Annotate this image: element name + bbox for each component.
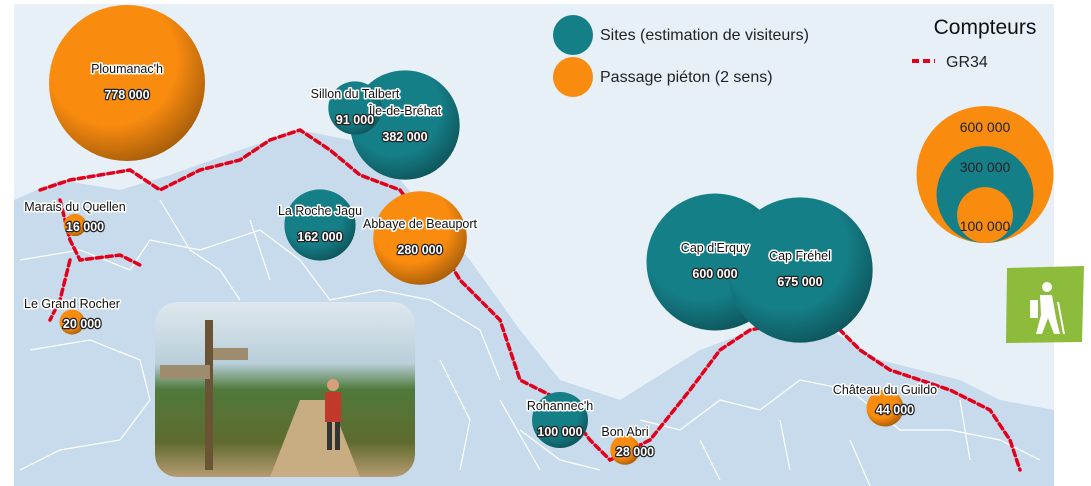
site-shade: [727, 197, 872, 342]
site-value: 100 000: [537, 425, 582, 439]
site-value: 600 000: [692, 267, 737, 281]
site-value: 20 000: [63, 317, 101, 331]
site-shade: [49, 5, 205, 161]
site-name: Cap d'Erquy: [681, 241, 750, 255]
site-name: Abbaye de Beauport: [363, 217, 478, 231]
site-shade: [373, 191, 467, 285]
hiker-icon: [1006, 266, 1084, 343]
site-value: 16 000: [66, 220, 104, 234]
site-name: Bon Abri: [601, 425, 648, 439]
site-name: Rohannec'h: [527, 399, 593, 413]
legend-pedestrian-symbol: [553, 57, 593, 97]
legend-title: Compteurs: [934, 16, 1037, 39]
site-value: 382 000: [382, 130, 427, 144]
site-name: Île-de-Bréhat: [368, 103, 442, 118]
site-name: La Roche Jagu: [278, 204, 362, 218]
site-value: 44 000: [876, 403, 914, 417]
legend-sites: Sites (estimation de visiteurs): [600, 27, 809, 44]
site-name: Le Grand Rocher: [24, 297, 120, 311]
site-name: Cap Fréhel: [769, 249, 831, 263]
size-legend-label: 100 000: [960, 218, 1011, 234]
site-name: Sillon du Talbert: [311, 87, 400, 101]
site-value: 280 000: [397, 243, 442, 257]
site-value: 28 000: [616, 445, 654, 459]
legend-site-symbol: [553, 15, 593, 55]
size-legend-label: 600 000: [960, 119, 1011, 135]
photo: [155, 302, 415, 477]
site-value: 675 000: [777, 275, 822, 289]
map: Ploumanac'h 778 000 Île-de-Bréhat 382 000 Si…: [0, 0, 1091, 486]
site-name: Ploumanac'h: [91, 62, 163, 76]
site-name: Marais du Quellen: [24, 200, 125, 214]
size-legend-circle: [957, 187, 1013, 243]
size-legend-label: 300 000: [960, 159, 1011, 175]
site-value: 91 000: [336, 113, 374, 127]
site-shade: [284, 189, 355, 260]
legend-trail: GR34: [946, 54, 988, 71]
site-value: 778 000: [104, 88, 149, 102]
site-value: 162 000: [297, 230, 342, 244]
site-name: Château du Guildo: [833, 383, 937, 397]
legend-pedestrian: Passage piéton (2 sens): [600, 69, 773, 86]
